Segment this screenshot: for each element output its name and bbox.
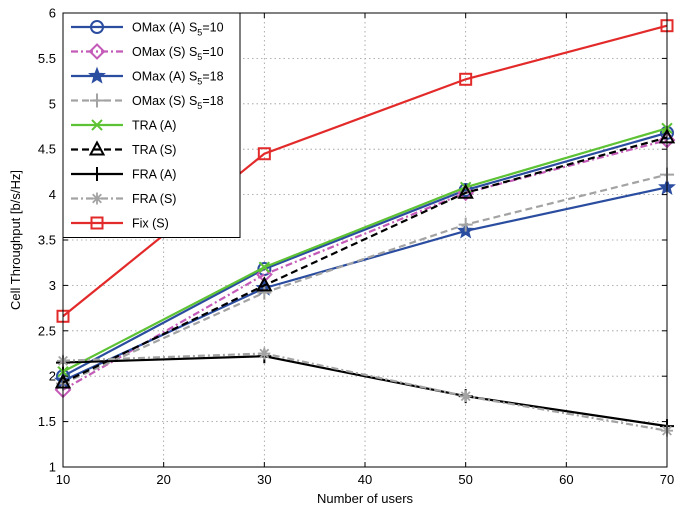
legend-label: Fix (S) [132,217,169,231]
data-point [257,147,271,161]
legend-label: TRA (S) [132,143,176,157]
legend-item: TRA (S) [71,140,176,157]
data-point [458,217,473,232]
legend-marker [90,216,104,230]
series-layer [54,19,676,437]
data-point [257,285,272,300]
legend-item: Fix (S) [71,216,169,231]
y-tick-label: 3 [49,278,56,293]
series-line [62,355,668,428]
legend-marker [90,20,104,34]
x-tick-label: 10 [56,472,70,487]
legend-item: OMax (A) S5=10 [71,20,224,38]
series-line [62,127,668,373]
y-tick-label: 2.5 [38,323,56,338]
y-tick-label: 1 [49,460,56,475]
y-tick-label: 1.5 [38,414,56,429]
x-tick-label: 30 [257,472,271,487]
series-line [62,139,668,391]
x-tick-label: 20 [156,472,170,487]
data-point [459,72,473,86]
series-line [62,131,668,378]
legend-label: FRA (S) [132,192,176,206]
legend-marker [90,93,104,108]
data-point [258,261,271,273]
x-tick-label: 50 [458,472,472,487]
y-tick-label: 2 [49,369,56,384]
legend-item: FRA (S) [71,192,176,206]
legend-label: TRA (A) [132,119,176,133]
y-axis-label: Cell Throughput [b/s/Hz] [8,170,23,310]
y-tick-label: 5 [49,96,56,111]
legend-marker [91,119,103,131]
legend-label: FRA (A) [132,168,176,182]
x-tick-label: 70 [660,472,674,487]
axis-ticks: 10 20 30 40 50 60 70 1 1.5 2 2.5 3 3.5 4 4.5 5 5.5 6 [38,6,674,488]
data-point [459,390,472,403]
data-point [457,184,475,202]
legend-marker [88,140,106,156]
legend: OMax (A) S5=10 OMax (S) S5=10 OMax (A) S5=… [62,12,241,238]
data-point [258,347,271,360]
legend-item: OMax (A) S5=18 [71,66,224,87]
y-tick-label: 4 [49,187,56,202]
x-tick-label: 40 [358,472,372,487]
data-point [256,276,273,292]
y-tick-label: 6 [49,6,56,21]
series-line [62,352,668,432]
legend-marker [91,192,103,205]
y-tick-label: 4.5 [38,142,56,157]
legend-item: OMax (S) S5=18 [71,93,224,111]
legend-item: OMax (S) S5=10 [71,43,224,62]
data-point [457,183,474,199]
x-tick-label: 60 [559,472,573,487]
y-tick-label: 3.5 [38,233,56,248]
y-tick-label: 5.5 [38,51,56,66]
legend-marker [90,167,104,181]
x-axis-label: Number of users [317,491,414,506]
legend-label: OMax (A) S5=10 [132,21,224,38]
series-line [62,136,668,384]
series-line [62,173,668,385]
legend-marker [88,43,106,60]
legend-label: OMax (S) S5=10 [132,45,224,62]
legend-label: OMax (A) S5=18 [132,70,224,87]
legend-item: TRA (A) [71,119,176,133]
legend-marker [88,66,106,84]
legend-item: FRA (A) [71,167,176,182]
legend-label: OMax (S) S5=18 [132,94,224,111]
